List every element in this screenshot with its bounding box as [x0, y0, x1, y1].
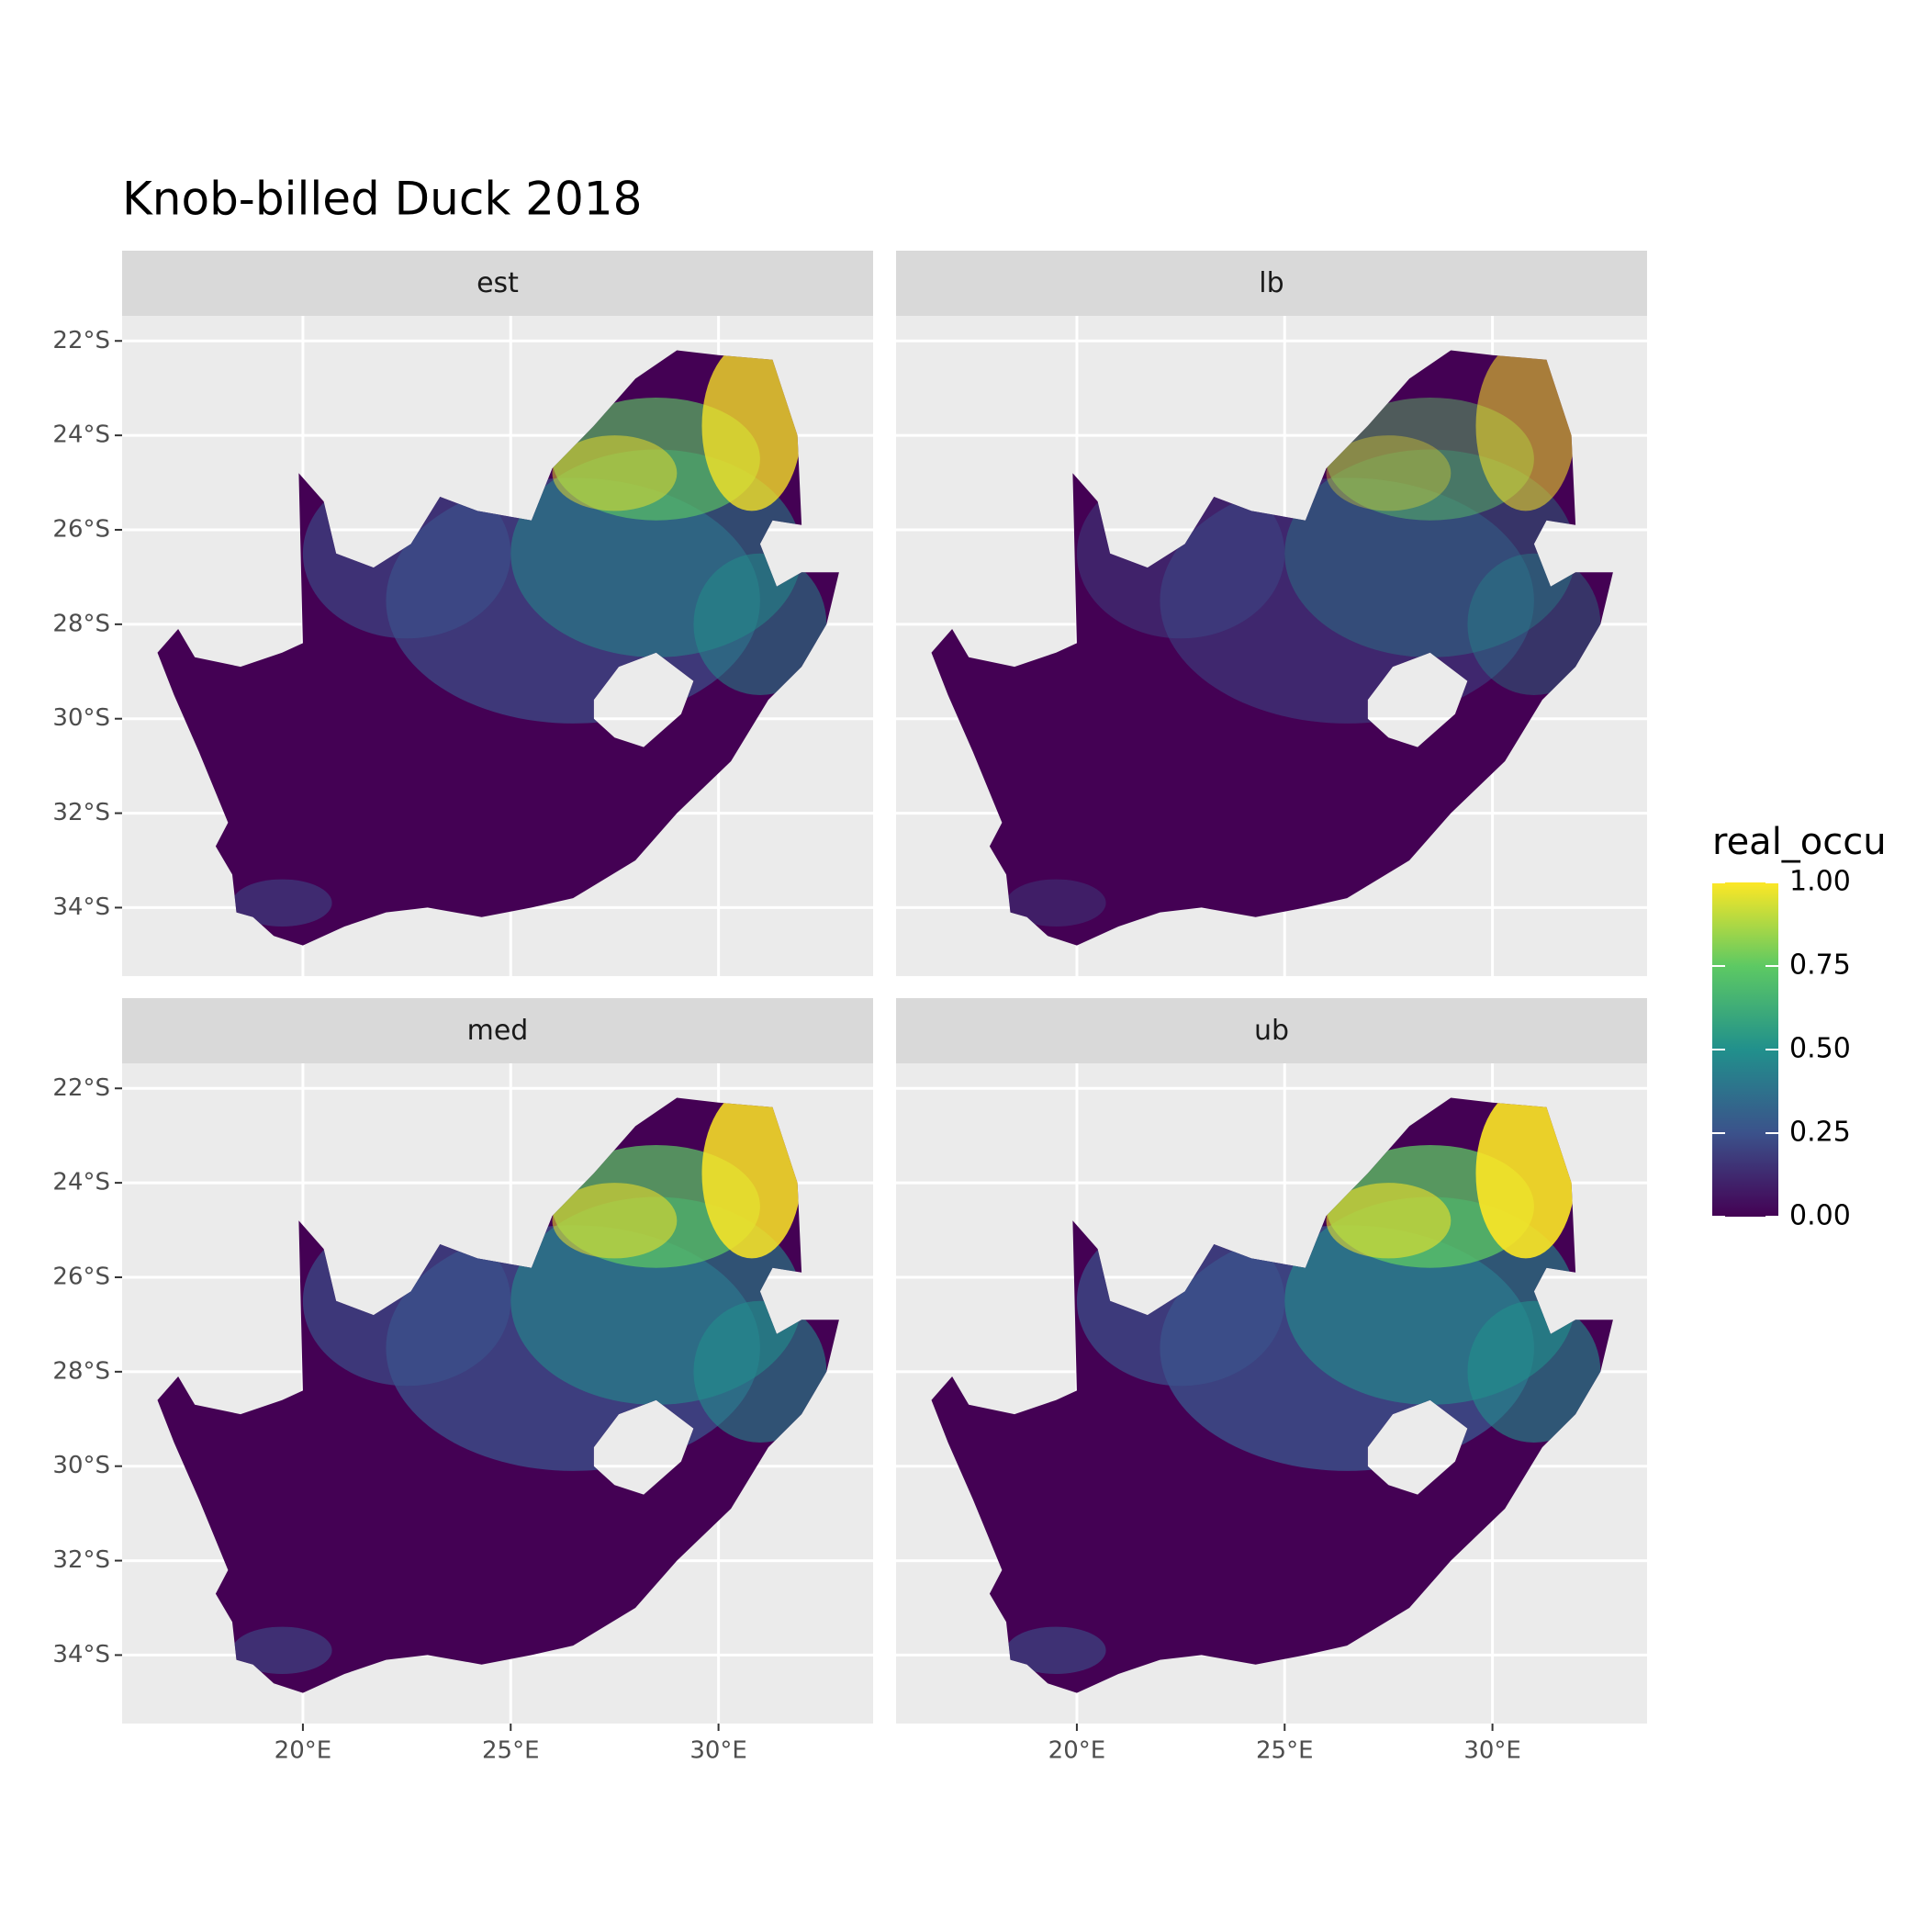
occupancy-region [1475, 1097, 1576, 1259]
occupancy-region [1005, 879, 1106, 927]
strip-label: lb [1259, 267, 1283, 299]
occupancy-region [1284, 449, 1576, 657]
occupancy-region [552, 435, 678, 511]
legend-label: 0.25 [1789, 1117, 1851, 1149]
x-tick-label: 25°E [1256, 1737, 1314, 1765]
occupancy-region [693, 1300, 827, 1443]
occupancy-region [231, 1626, 332, 1674]
y-tick-label: 24°S [52, 421, 110, 449]
y-tick-label: 28°S [52, 610, 110, 637]
legend-label: 0.00 [1789, 1200, 1851, 1232]
occupancy-pattern [231, 1097, 827, 1674]
occupancy-region [1475, 350, 1576, 511]
facet-panel: med 22°S 24°S 26°S 28°S 30°S 32°S 34°S 20°E 25°E 3… [52, 998, 873, 1765]
y-tick-label: 28°S [52, 1357, 110, 1385]
legend-label: 0.75 [1789, 949, 1851, 982]
strip-label: ub [1254, 1015, 1289, 1047]
x-tick-label: 30°E [689, 1737, 747, 1765]
country-raster [931, 350, 1613, 946]
chart-title: Knob-billed Duck 2018 [122, 173, 642, 226]
y-tick-label: 32°S [52, 1546, 110, 1574]
strip-label: est [476, 267, 519, 299]
y-tick-label: 32°S [52, 799, 110, 826]
occupancy-region [693, 553, 827, 695]
y-tick-label: 26°S [52, 515, 110, 543]
occupancy-region [701, 1097, 802, 1259]
x-tick-label: 30°E [1463, 1737, 1521, 1765]
legend-label: 0.50 [1789, 1033, 1851, 1065]
x-tick-label: 20°E [275, 1737, 332, 1765]
y-tick-label: 22°S [52, 327, 110, 354]
strip-background [896, 998, 1647, 1063]
occupancy-region [701, 350, 802, 511]
facet-panel: est 22°S 24°S 26°S 28°S 30°S 32°S 34°S [52, 251, 873, 976]
y-tick-label: 24°S [52, 1169, 110, 1196]
occupancy-region [552, 1183, 678, 1259]
occupancy-region [231, 879, 332, 927]
occupancy-region [1005, 1626, 1106, 1674]
x-tick-label: 20°E [1048, 1737, 1106, 1765]
occupancy-pattern [1005, 1097, 1601, 1674]
strip-background [896, 251, 1647, 316]
strip-label: med [467, 1015, 529, 1047]
y-tick-label: 34°S [52, 893, 110, 921]
y-tick-label: 22°S [52, 1074, 110, 1102]
y-tick-label: 26°S [52, 1263, 110, 1290]
y-tick-label: 30°S [52, 704, 110, 732]
legend-title: real_occu [1712, 821, 1887, 863]
strip-background [122, 998, 873, 1063]
occupancy-pattern [231, 350, 827, 927]
occupancy-region [1467, 1300, 1601, 1443]
legend-label: 1.00 [1789, 866, 1851, 898]
strip-background [122, 251, 873, 316]
y-tick-label: 30°S [52, 1452, 110, 1479]
occupancy-region [1467, 553, 1601, 695]
facet-panel: ub 20°E 25°E 30°E [896, 998, 1647, 1765]
occupancy-region [1326, 435, 1452, 511]
y-tick-label: 34°S [52, 1641, 110, 1668]
occupancy-region [1326, 1183, 1452, 1259]
facet-panel: lb [896, 251, 1647, 976]
x-tick-label: 25°E [482, 1737, 540, 1765]
